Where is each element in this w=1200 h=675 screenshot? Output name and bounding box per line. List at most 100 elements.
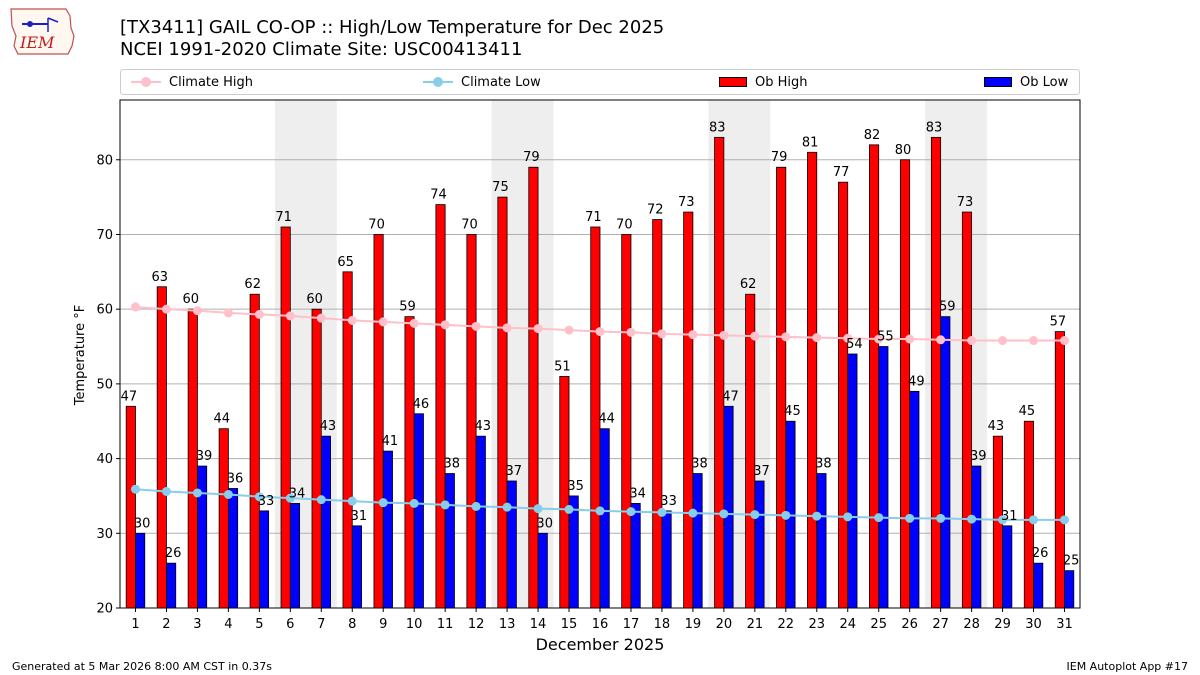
plot-frame (119, 99, 1081, 609)
x-tick-label: 10 (406, 617, 423, 632)
climate-low-point (967, 514, 977, 524)
ob-low-bar (754, 480, 765, 609)
climate-high-point (905, 334, 915, 344)
ob-low-data-label: 38 (691, 457, 708, 472)
legend-swatch-ob-low (984, 77, 1012, 87)
x-tick-label: 24 (839, 617, 856, 632)
ob-low-data-label: 59 (939, 300, 956, 315)
ob-high-data-label: 82 (864, 128, 881, 143)
climate-low-point (254, 492, 264, 502)
climate-low-point (905, 513, 915, 523)
climate-low-point (130, 484, 140, 494)
ob-low-data-label: 55 (877, 330, 894, 345)
ob-low-bar (723, 405, 734, 609)
ob-low-data-label: 43 (320, 419, 337, 434)
ob-high-bar (838, 181, 849, 609)
climate-low-point (533, 504, 543, 514)
climate-low-point (812, 511, 822, 521)
ob-low-bar (475, 435, 486, 609)
climate-low-point (1029, 515, 1039, 525)
ob-high-bar (249, 293, 260, 609)
climate-high-point (657, 329, 667, 339)
y-tick-label: 30 (96, 527, 113, 542)
ob-low-bar (816, 473, 827, 609)
legend-item-ob-low: Ob Low (984, 70, 1068, 94)
climate-low-point (657, 507, 667, 517)
climate-low-point (440, 500, 450, 510)
ob-low-bar (599, 428, 610, 609)
x-tick-label: 22 (778, 617, 795, 632)
ob-low-bar (258, 510, 270, 609)
climate-low-point (378, 498, 388, 508)
ob-low-data-label: 30 (536, 516, 553, 531)
y-axis-label: Temperature °F (73, 305, 88, 406)
climate-high-point (378, 317, 388, 327)
ob-high-data-label: 75 (492, 180, 509, 195)
ob-high-data-label: 73 (957, 195, 974, 210)
ob-low-bar (909, 390, 920, 609)
x-tick-label: 16 (592, 617, 609, 632)
ob-low-data-label: 41 (382, 434, 399, 449)
x-tick-label: 11 (437, 617, 454, 632)
climate-high-point (750, 331, 760, 341)
ob-low-bar (444, 473, 455, 609)
ob-high-data-label: 62 (740, 277, 757, 292)
climate-high-point (254, 309, 264, 319)
climate-high-point (719, 330, 729, 340)
ob-high-data-label: 60 (306, 292, 323, 307)
climate-low-point (347, 496, 357, 506)
x-tick-label: 29 (994, 617, 1011, 632)
ob-high-bar (961, 211, 973, 609)
ob-high-data-label: 83 (926, 120, 943, 135)
ob-high-data-label: 72 (647, 203, 664, 218)
ob-high-data-label: 79 (523, 150, 540, 165)
ob-high-data-label: 62 (244, 277, 261, 292)
climate-high-point (936, 335, 946, 345)
chart-subtitle: NCEI 1991-2020 Climate Site: USC00413411 (120, 39, 523, 60)
ob-high-data-label: 71 (275, 210, 292, 225)
x-tick-label: 9 (379, 617, 387, 632)
x-tick-label: 12 (468, 617, 485, 632)
y-tick-label: 70 (96, 228, 113, 243)
climate-low-point (781, 510, 791, 520)
ob-high-data-label: 83 (709, 120, 726, 135)
climate-high-point (564, 325, 574, 335)
climate-high-point (781, 332, 791, 342)
x-tick-label: 21 (747, 617, 764, 632)
chart-title: [TX3411] GAIL CO-OP :: High/Low Temperat… (120, 17, 665, 38)
ob-low-data-label: 31 (1001, 509, 1018, 524)
climate-low-point (750, 510, 760, 520)
ob-high-bar (683, 211, 694, 609)
iem-logo: IEM (10, 8, 75, 55)
climate-low-point (998, 515, 1008, 525)
climate-high-point (812, 333, 822, 343)
climate-high-point (161, 304, 171, 314)
ob-high-bar (745, 293, 756, 609)
x-tick-label: 18 (654, 617, 671, 632)
x-tick-label: 28 (963, 617, 980, 632)
ob-low-data-label: 34 (289, 486, 306, 501)
climate-low-point (316, 495, 326, 505)
x-tick-label: 8 (348, 617, 356, 632)
ob-low-bar (940, 316, 951, 609)
legend-label-ob-low: Ob Low (1020, 74, 1069, 90)
ob-low-bar (289, 503, 301, 609)
ob-high-data-label: 70 (368, 217, 385, 232)
climate-high-point (316, 313, 326, 323)
ob-high-bar (528, 166, 539, 609)
y-tick-label: 20 (96, 602, 113, 617)
ob-high-bar (218, 428, 229, 609)
x-tick-label: 3 (193, 617, 201, 632)
footer-app: IEM Autoplot App #17 (1066, 660, 1189, 673)
x-tick-label: 23 (809, 617, 826, 632)
legend-item-climate-high: Climate High (131, 70, 253, 94)
x-tick-label: 17 (623, 617, 640, 632)
x-tick-label: 13 (499, 617, 516, 632)
climate-high-point (409, 318, 419, 328)
ob-low-bar (197, 465, 208, 609)
ob-low-bar (692, 473, 703, 609)
ob-low-data-label: 38 (444, 457, 461, 472)
climate-high-point (192, 306, 202, 316)
ob-high-bar (373, 234, 384, 609)
